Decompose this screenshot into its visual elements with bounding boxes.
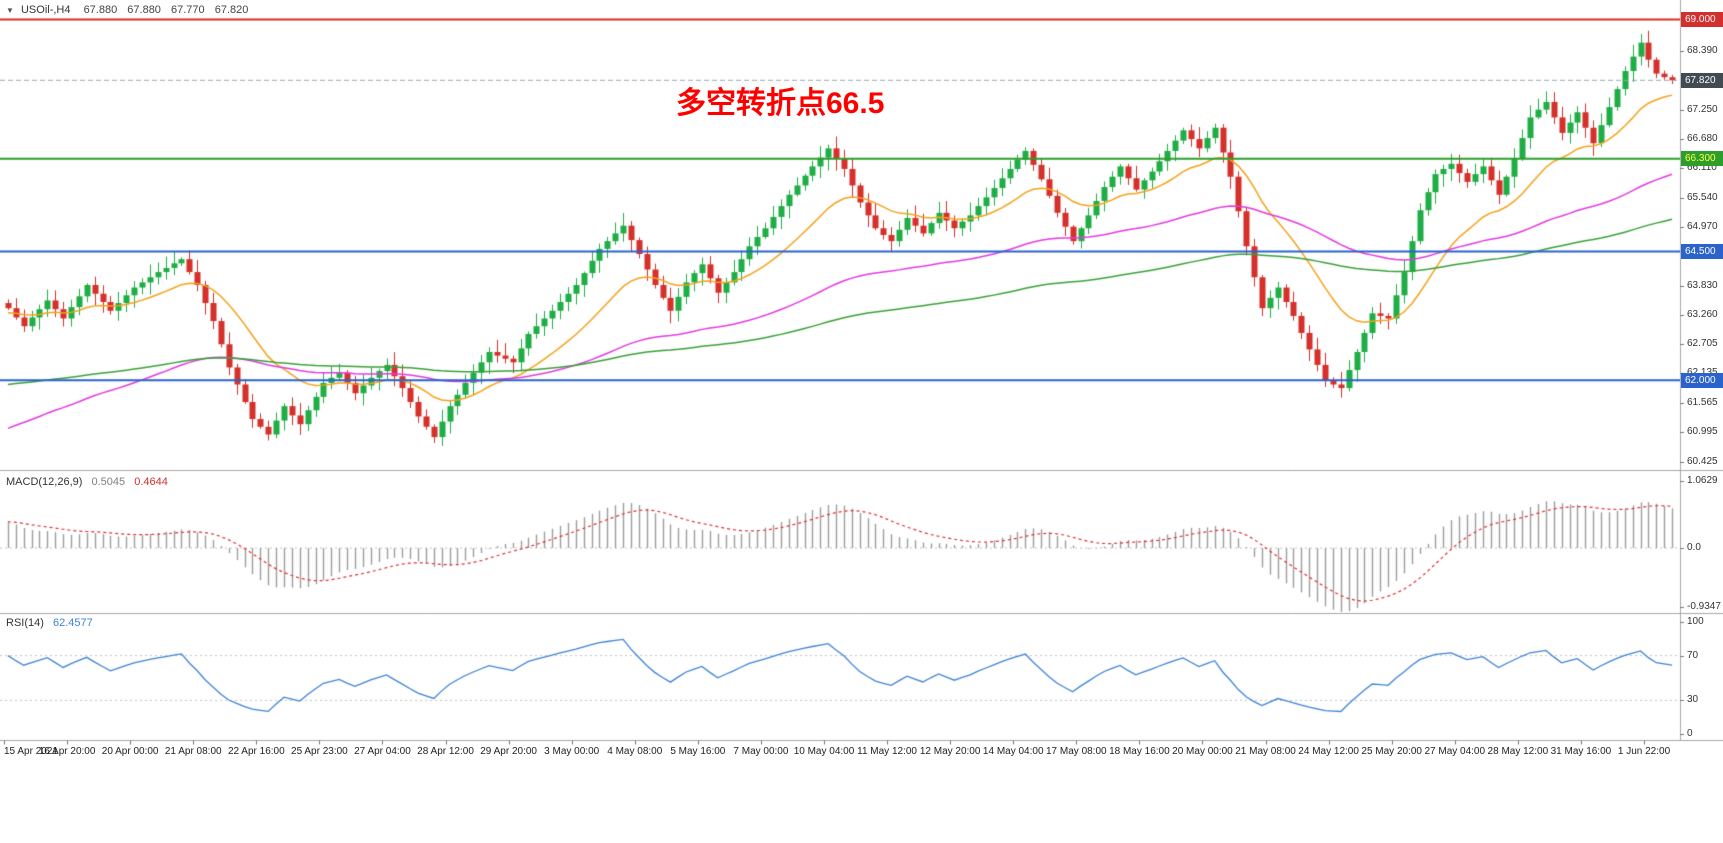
time-scale-label: 28 May 12:00 xyxy=(1487,746,1549,757)
price-scale-tick: 66.110 xyxy=(1687,162,1717,174)
time-scale-label: 21 May 08:00 xyxy=(1235,746,1296,757)
macd-main-value: 0.5045 xyxy=(91,476,126,488)
price-scale-tick: 60.425 xyxy=(1687,455,1718,467)
time-scale-label: 27 Apr 04:00 xyxy=(354,746,411,757)
price-scale-tick: 65.540 xyxy=(1687,191,1718,203)
rsi-name: RSI(14) xyxy=(6,617,44,629)
rsi-scale-tick: 70 xyxy=(1687,649,1699,661)
time-scale-label: 7 May 00:00 xyxy=(733,746,789,757)
time-scale-label: 11 May 12:00 xyxy=(857,746,917,757)
time-scale-label: 24 May 12:00 xyxy=(1298,746,1359,757)
price-scale-tick: 66.680 xyxy=(1687,133,1718,145)
price-scale-tick: 64.970 xyxy=(1687,221,1718,233)
price-badge[interactable]: 64.500 xyxy=(1681,243,1723,259)
annotation-text[interactable]: 多空转折点66.5 xyxy=(676,87,885,120)
time-scale-label: 25 Apr 23:00 xyxy=(291,746,348,757)
price-badge[interactable]: 66.300 xyxy=(1681,151,1723,167)
time-scale-label: 31 May 16:00 xyxy=(1550,746,1612,757)
chart-dropdown-icon[interactable]: ▼ xyxy=(6,6,14,15)
quote-low: 67.770 xyxy=(171,4,205,16)
price-badge[interactable]: 62.000 xyxy=(1681,372,1723,388)
price-scale-tick: 68.390 xyxy=(1687,44,1718,56)
rsi-scale-tick: 100 xyxy=(1687,616,1704,627)
time-scale-label: 28 Apr 12:00 xyxy=(417,746,474,757)
time-scale-label: 17 May 08:00 xyxy=(1045,746,1107,757)
quote-high: 67.880 xyxy=(127,4,161,16)
price-scale-tick: 67.250 xyxy=(1687,103,1718,115)
time-scale-label: 1 Jun 22:00 xyxy=(1617,746,1671,757)
price-scale-tick: 60.995 xyxy=(1687,426,1718,438)
time-scale-label: 20 May 00:00 xyxy=(1172,746,1233,757)
time-scale-label: 21 Apr 08:00 xyxy=(164,746,222,757)
symbol-period-label: USOil-,H4 xyxy=(20,4,71,16)
time-scale-label: 18 May 16:00 xyxy=(1109,746,1170,757)
time-scale-label: 22 Apr 16:00 xyxy=(227,746,285,757)
quote-open: 67.880 xyxy=(83,4,118,16)
time-scale-label: 16 Apr 20:00 xyxy=(38,746,96,757)
time-scale-label: 10 May 04:00 xyxy=(793,746,855,757)
time-scale-label: 27 May 04:00 xyxy=(1424,746,1486,757)
time-scale-label: 14 May 04:00 xyxy=(982,746,1044,757)
time-scale-label: 12 May 20:00 xyxy=(919,746,981,757)
rsi-value: 62.4577 xyxy=(52,617,93,629)
macd-name: MACD(12,26,9) xyxy=(6,476,83,488)
time-scale-label: 5 May 16:00 xyxy=(670,746,726,757)
macd-scale-tick: 0.0 xyxy=(1687,542,1701,554)
price-scale-tick: 63.260 xyxy=(1687,309,1718,321)
price-scale-tick: 62.705 xyxy=(1687,338,1718,349)
macd-scale-tick: -0.9347 xyxy=(1687,601,1721,612)
time-scale-label: 4 May 08:00 xyxy=(607,746,663,757)
price-scale-tick: 63.830 xyxy=(1687,280,1718,291)
time-scale-label: 29 Apr 20:00 xyxy=(480,746,537,757)
rsi-scale-tick: 30 xyxy=(1687,694,1699,706)
price-badge[interactable]: 69.000 xyxy=(1681,11,1723,27)
macd-scale-tick: 1.0629 xyxy=(1687,475,1718,486)
macd-signal-value: 0.4644 xyxy=(134,476,168,488)
time-scale-label: 25 May 20:00 xyxy=(1361,746,1422,757)
rsi-scale-tick: 0 xyxy=(1687,728,1693,739)
rsi-indicator-label: RSI(14) 62.4577 xyxy=(6,617,93,629)
time-scale-label: 20 Apr 00:00 xyxy=(101,746,159,757)
chart-header: ▼ USOil-,H4 67.880 67.880 67.770 67.820 xyxy=(6,4,255,16)
macd-indicator-label: MACD(12,26,9) 0.5045 0.4644 xyxy=(6,476,168,488)
price-badge[interactable]: 67.820 xyxy=(1681,72,1723,88)
price-scale-tick: 61.565 xyxy=(1687,396,1718,408)
quote-close: 67.820 xyxy=(214,4,249,16)
time-scale-label: 3 May 00:00 xyxy=(544,746,600,757)
time-scale-label: 15 Apr 2021 xyxy=(4,746,58,757)
